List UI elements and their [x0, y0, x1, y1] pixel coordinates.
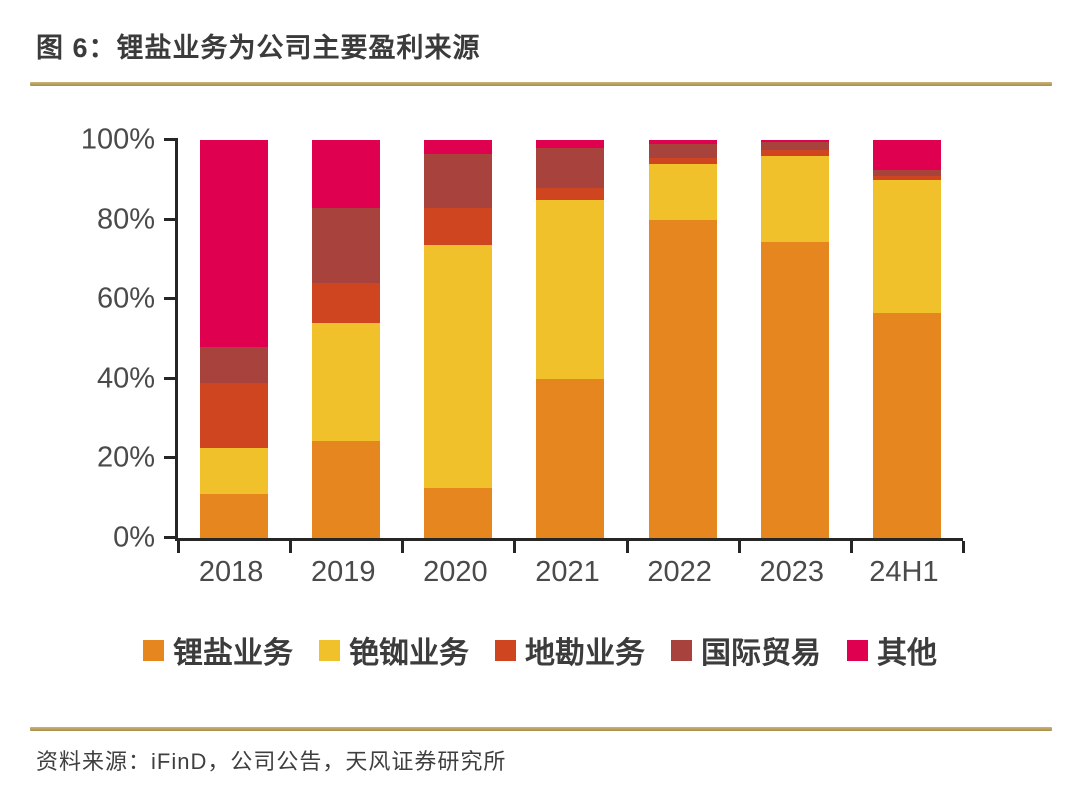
bar-group-2019 — [290, 140, 402, 538]
segment-其他 — [536, 140, 605, 148]
stacked-bar-2023 — [760, 140, 829, 538]
figure-title: 图 6：锂盐业务为公司主要盈利来源 — [36, 33, 481, 63]
x-tick-label: 2018 — [198, 556, 264, 588]
bar-group-2023 — [739, 140, 851, 538]
x-axis-tick — [401, 541, 405, 553]
segment-国际贸易 — [648, 144, 717, 158]
x-axis-tick — [625, 541, 629, 553]
segment-锂盐业务 — [872, 313, 941, 538]
bar-group-2020 — [402, 140, 514, 538]
segment-国际贸易 — [872, 169, 941, 176]
x-axis-tick — [513, 541, 517, 553]
stacked-bar-2019 — [312, 140, 381, 538]
segment-地勘业务 — [200, 382, 269, 449]
y-axis-tick — [164, 138, 178, 141]
segment-国际贸易 — [760, 142, 829, 150]
segment-其他 — [424, 140, 493, 154]
bar-group-2022 — [627, 140, 739, 538]
chart-legend: 锂盐业务 铯铷业务 地勘业务 国际贸易 其他 — [0, 628, 1080, 672]
legend-label: 地勘业务 — [525, 637, 645, 670]
segment-锂盐业务 — [424, 488, 493, 538]
y-axis-tick — [164, 456, 178, 460]
legend-label: 锂盐业务 — [173, 637, 293, 670]
segment-锂盐业务 — [536, 378, 605, 538]
legend-item-国际贸易: 国际贸易 — [671, 628, 821, 672]
title-separator — [30, 82, 1052, 86]
x-tick-label: 2023 — [759, 556, 825, 588]
segment-其他 — [760, 140, 829, 143]
legend-swatch-icon — [319, 639, 340, 661]
y-tick-label: 20% — [96, 441, 155, 474]
y-tick-label: 40% — [96, 362, 155, 395]
segment-国际贸易 — [536, 147, 605, 188]
stacked-bar-2020 — [424, 140, 493, 538]
x-tick-label: 2019 — [310, 556, 376, 588]
segment-铯铷业务 — [872, 179, 941, 314]
bar-group-2018 — [178, 140, 290, 538]
legend-item-地勘业务: 地勘业务 — [495, 628, 645, 672]
x-tick-label: 2021 — [535, 556, 600, 588]
segment-铯铷业务 — [200, 448, 269, 495]
y-axis-tick — [164, 376, 178, 380]
stacked-bar-2018 — [200, 140, 269, 538]
x-axis-tick — [849, 541, 853, 553]
plot-area — [164, 138, 965, 553]
legend-swatch-icon — [495, 639, 516, 661]
legend-label: 国际贸易 — [701, 637, 821, 670]
legend-swatch-icon — [671, 639, 692, 661]
bar-group-24H1 — [851, 140, 963, 538]
source-note: 资料来源：iFinD，公司公告，天风证券研究所 — [36, 749, 507, 774]
y-axis-tick — [164, 217, 178, 221]
footer-separator — [30, 727, 1052, 731]
x-tick-label: 2022 — [647, 556, 712, 588]
segment-其他 — [648, 140, 717, 144]
y-axis-tick — [164, 536, 178, 539]
segment-国际贸易 — [424, 153, 493, 208]
segment-铯铷业务 — [536, 199, 605, 379]
segment-锂盐业务 — [760, 241, 829, 538]
segment-其他 — [200, 140, 269, 347]
segment-地勘业务 — [872, 175, 941, 180]
segment-锂盐业务 — [312, 440, 381, 538]
stacked-bar-chart: 0% 20% 40% 60% 80% 100% 2018 2019 2020 2021 2022 2… — [0, 123, 1080, 672]
stacked-bar-24H1 — [872, 140, 941, 538]
x-tick-label: 24H1 — [869, 556, 939, 588]
legend-swatch-icon — [143, 639, 164, 661]
stacked-bar-2021 — [536, 140, 605, 538]
legend-item-铯铷业务: 铯铷业务 — [319, 628, 469, 672]
x-tick-label: 2020 — [423, 556, 488, 588]
segment-其他 — [312, 140, 381, 208]
y-tick-label: 60% — [96, 282, 155, 315]
segment-地勘业务 — [424, 207, 493, 246]
x-axis-tick — [962, 541, 965, 553]
y-axis-tick — [164, 297, 178, 301]
x-axis-tick — [737, 541, 741, 553]
y-tick-label: 80% — [96, 203, 155, 236]
legend-item-锂盐业务: 锂盐业务 — [143, 628, 293, 672]
segment-铯铷业务 — [312, 323, 381, 441]
segment-地勘业务 — [760, 149, 829, 156]
segment-地勘业务 — [312, 283, 381, 324]
segment-国际贸易 — [312, 207, 381, 284]
y-tick-label: 100% — [80, 123, 155, 156]
segment-国际贸易 — [200, 347, 269, 383]
legend-label: 铯铷业务 — [349, 637, 469, 670]
legend-swatch-icon — [847, 639, 868, 661]
segment-锂盐业务 — [200, 494, 269, 538]
segment-地勘业务 — [536, 187, 605, 200]
segment-铯铷业务 — [424, 245, 493, 489]
bar-group-2021 — [514, 140, 626, 538]
y-tick-label: 0% — [113, 521, 155, 554]
segment-其他 — [872, 140, 941, 170]
legend-item-其他: 其他 — [847, 628, 937, 672]
segment-铯铷业务 — [648, 163, 717, 220]
segment-地勘业务 — [648, 157, 717, 164]
stacked-bar-2022 — [648, 140, 717, 538]
legend-label: 其他 — [877, 637, 937, 670]
x-axis-tick — [289, 541, 293, 553]
segment-锂盐业务 — [648, 219, 717, 538]
segment-铯铷业务 — [760, 155, 829, 242]
x-axis-tick — [177, 541, 180, 553]
